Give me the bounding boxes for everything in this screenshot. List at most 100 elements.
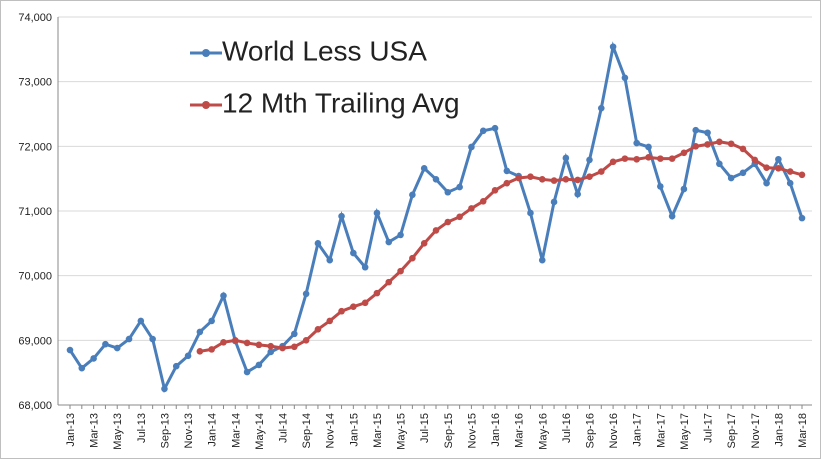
- x-tick-label: Sep-15: [443, 413, 455, 448]
- data-point: [775, 155, 782, 163]
- y-tick-label: 74,000: [18, 12, 52, 24]
- legend-label: 12 Mth Trailing Avg: [222, 87, 460, 118]
- data-point: [786, 179, 794, 187]
- data-point: [657, 183, 664, 190]
- x-tick-label: May-17: [679, 413, 691, 450]
- data-point: [668, 155, 676, 162]
- data-point: [385, 278, 393, 286]
- data-point: [432, 227, 440, 234]
- series-line: [199, 140, 803, 353]
- data-point: [302, 337, 310, 344]
- data-point: [172, 362, 180, 370]
- data-point: [373, 209, 381, 217]
- data-point: [456, 183, 463, 191]
- y-tick-label: 69,000: [18, 335, 52, 347]
- data-point: [314, 326, 322, 333]
- data-point: [609, 158, 617, 166]
- data-point: [562, 176, 570, 183]
- data-point: [432, 176, 440, 183]
- data-point: [420, 165, 428, 172]
- data-point: [657, 155, 664, 162]
- data-point: [680, 149, 688, 157]
- data-point: [420, 240, 428, 247]
- data-point: [149, 335, 156, 343]
- data-point: [633, 139, 641, 147]
- data-point: [586, 156, 593, 164]
- data-point: [468, 205, 475, 212]
- data-point: [302, 290, 310, 298]
- data-point: [503, 167, 511, 175]
- data-point: [763, 179, 770, 187]
- x-tick-label: Jan-18: [773, 413, 785, 447]
- x-tick-label: Nov-16: [608, 413, 620, 448]
- data-point: [645, 143, 652, 151]
- data-point: [527, 173, 534, 181]
- x-tick-label: Jul-16: [561, 413, 573, 443]
- data-point: [550, 177, 558, 184]
- data-point: [184, 352, 192, 360]
- x-tick-label: May-14: [254, 413, 266, 450]
- data-point: [716, 160, 723, 168]
- data-point: [243, 368, 251, 376]
- data-point: [125, 335, 133, 343]
- data-point: [704, 129, 711, 137]
- data-point: [220, 292, 227, 300]
- x-tick-label: Jul-14: [278, 413, 290, 443]
- y-tick-label: 68,000: [18, 400, 52, 412]
- data-point: [231, 337, 239, 344]
- data-point: [739, 169, 747, 177]
- data-point: [208, 317, 215, 325]
- data-point: [538, 256, 546, 264]
- y-tick-label: 72,000: [18, 141, 52, 153]
- y-tick-label: 73,000: [18, 77, 52, 89]
- data-point: [196, 348, 204, 355]
- data-point: [66, 346, 74, 354]
- data-point: [361, 263, 369, 271]
- x-tick-label: Mar-18: [797, 413, 809, 448]
- data-point: [574, 176, 581, 184]
- x-tick-label: Mar-16: [514, 413, 526, 448]
- data-point: [137, 317, 145, 325]
- data-point: [668, 212, 676, 220]
- data-point: [444, 188, 452, 196]
- data-point: [267, 342, 275, 350]
- x-tick-label: Sep-17: [726, 413, 738, 448]
- data-point: [597, 168, 605, 175]
- data-point: [692, 126, 700, 134]
- data-point: [574, 190, 581, 198]
- x-tick-label: Mar-13: [89, 413, 101, 448]
- data-point: [645, 154, 652, 161]
- x-tick-label: Sep-14: [301, 413, 313, 448]
- data-point: [550, 198, 558, 206]
- data-point: [633, 155, 641, 163]
- data-point: [491, 187, 499, 194]
- data-point: [621, 155, 629, 162]
- data-point: [751, 156, 759, 164]
- data-point: [397, 231, 404, 239]
- data-point: [314, 240, 322, 247]
- x-tick-label: Jan-17: [632, 413, 644, 447]
- data-point: [409, 254, 416, 262]
- data-point: [196, 328, 204, 336]
- x-tick-label: May-16: [537, 413, 549, 450]
- data-point: [350, 249, 357, 257]
- x-tick-label: Nov-17: [750, 413, 762, 448]
- x-tick-label: Jan-13: [65, 413, 77, 447]
- data-point: [373, 289, 381, 297]
- data-point: [597, 104, 605, 112]
- data-point: [775, 165, 782, 172]
- data-point: [798, 214, 806, 222]
- data-point: [267, 348, 275, 356]
- data-point: [326, 256, 334, 264]
- data-point: [503, 179, 511, 187]
- x-tick-label: Sep-13: [159, 413, 171, 448]
- data-point: [444, 218, 452, 226]
- x-tick-label: Jul-15: [419, 413, 431, 443]
- x-tick-label: Mar-14: [230, 413, 242, 448]
- legend-marker: [202, 101, 210, 109]
- data-point: [739, 145, 747, 153]
- data-point: [161, 385, 168, 393]
- data-point: [255, 361, 263, 369]
- data-point: [716, 138, 723, 146]
